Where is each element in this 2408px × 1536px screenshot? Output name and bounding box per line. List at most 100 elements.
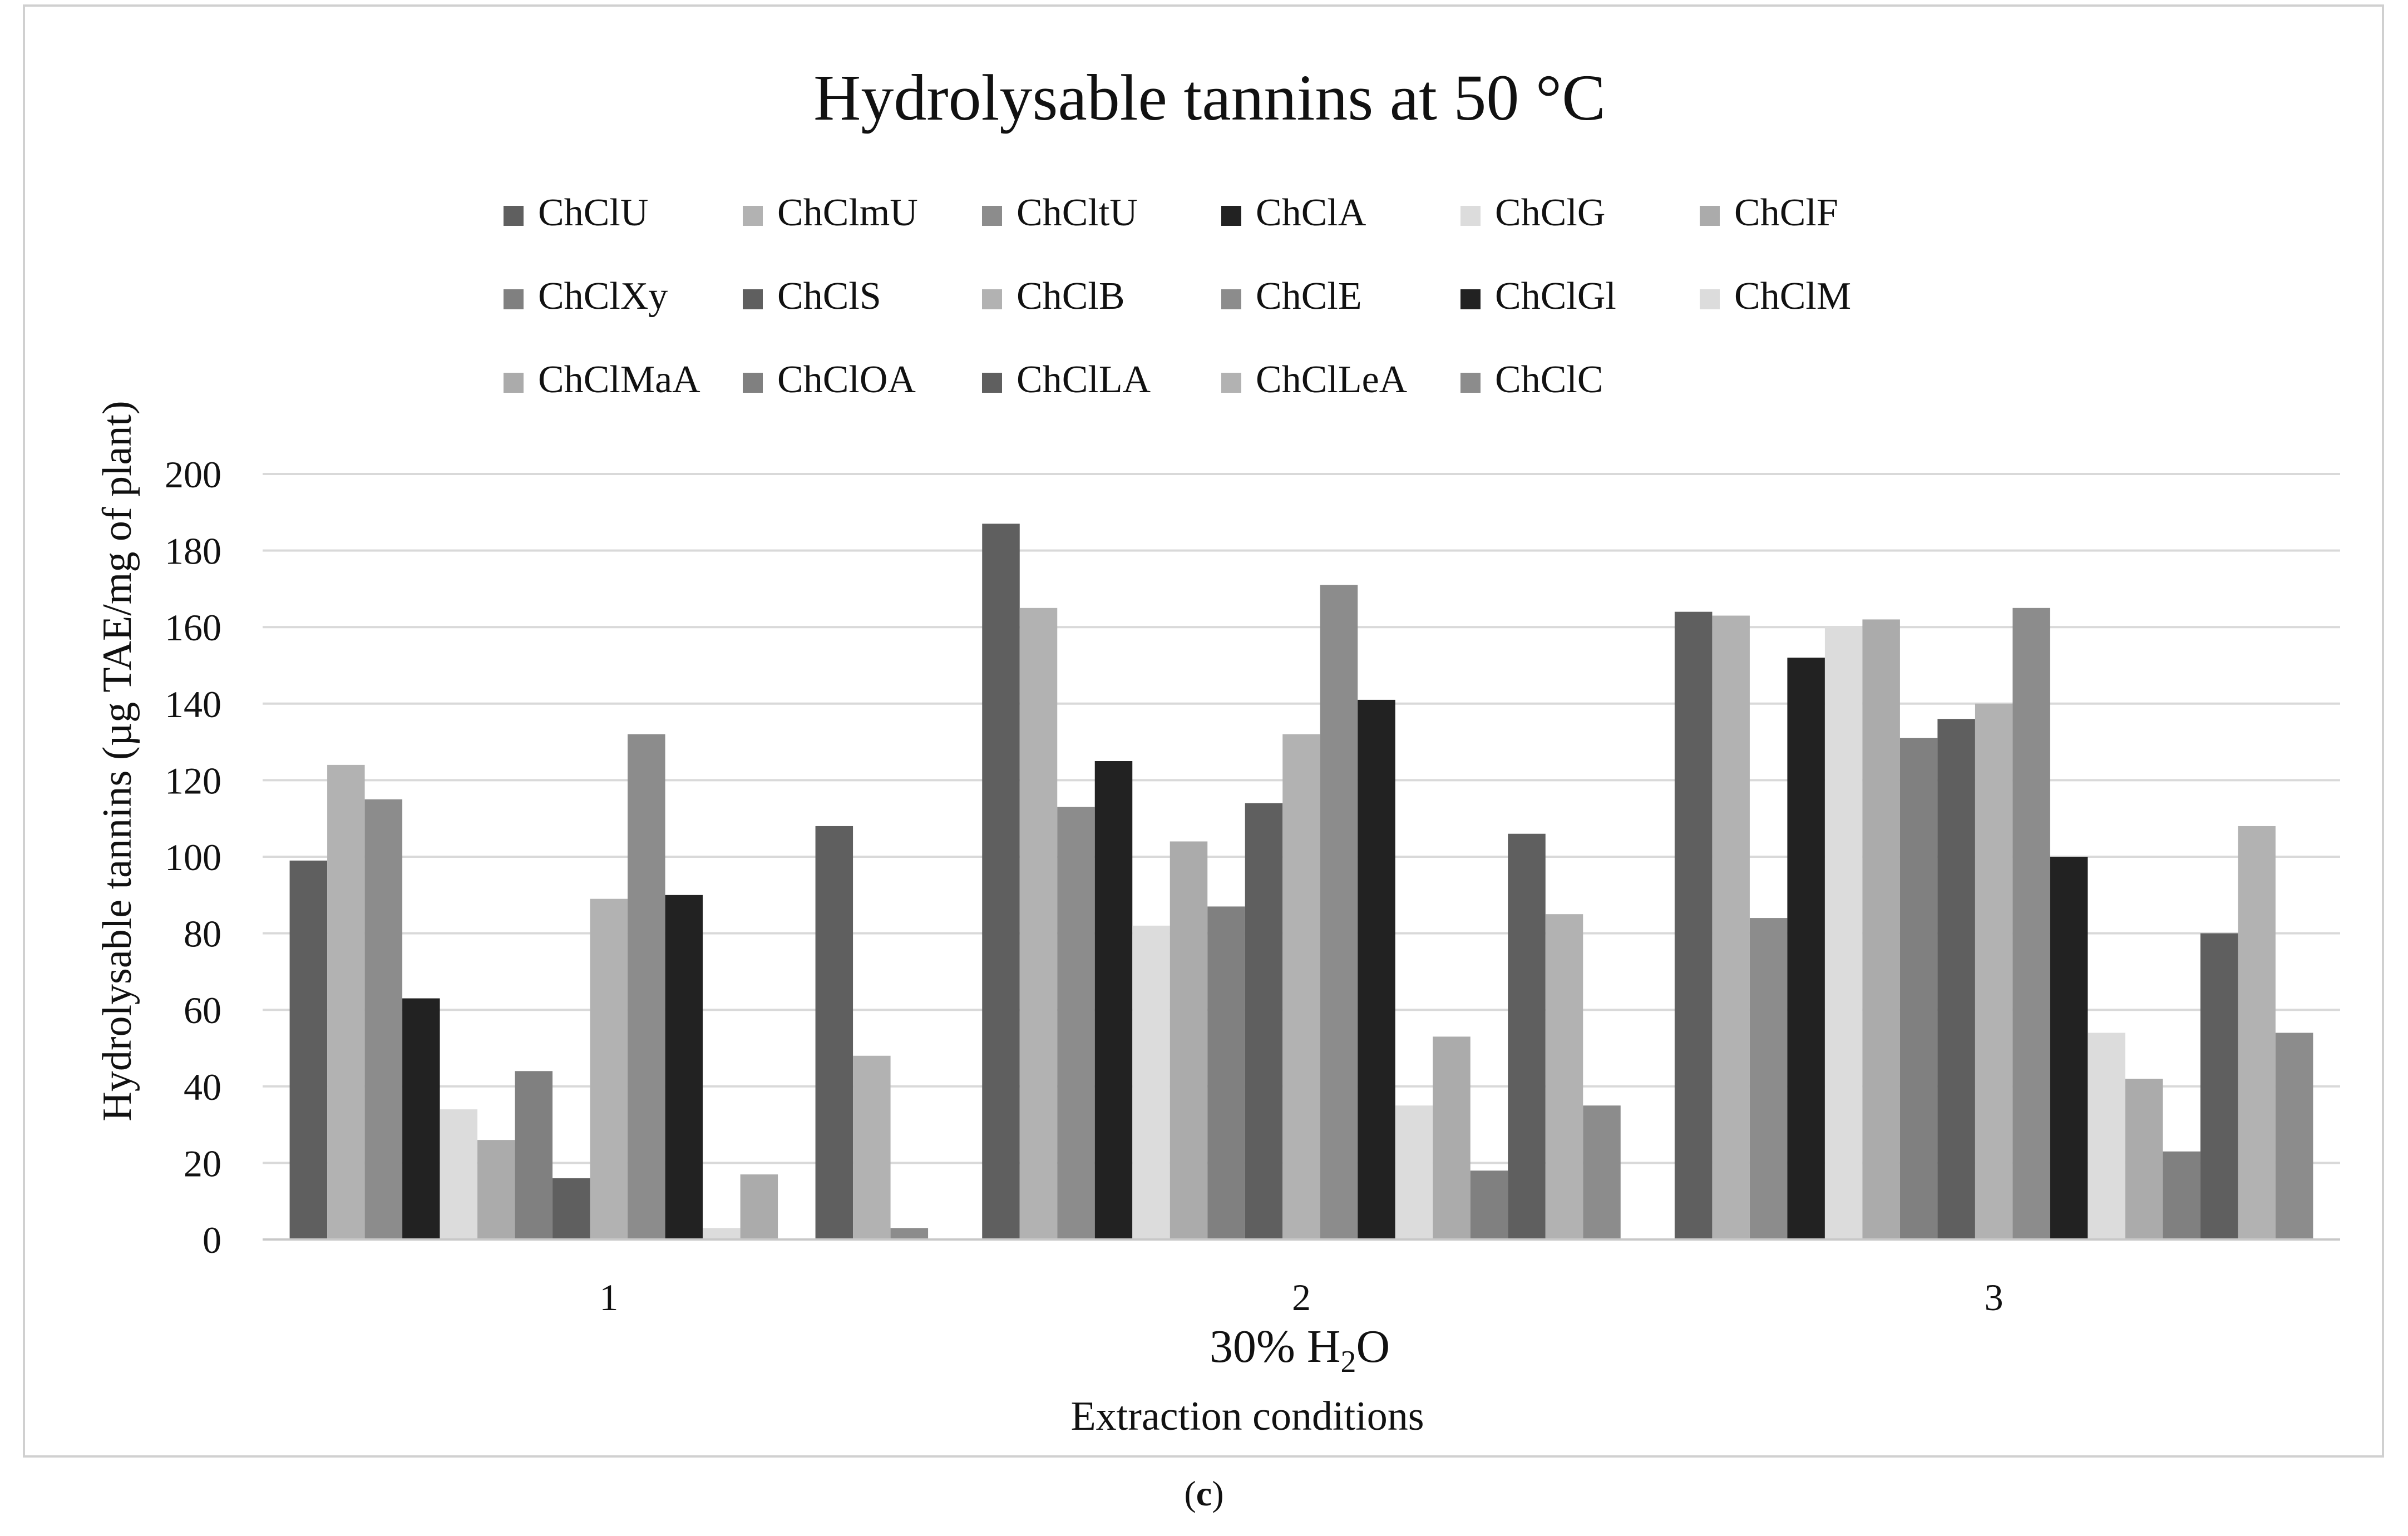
bar	[1358, 699, 1395, 1239]
legend-label: ChCltU	[1017, 191, 1138, 234]
y-tick-label: 60	[184, 989, 221, 1031]
bar	[815, 826, 853, 1239]
bar	[1245, 803, 1283, 1239]
y-tick-label: 40	[184, 1066, 221, 1108]
legend-swatch	[982, 289, 1002, 309]
y-tick-label: 140	[165, 683, 221, 725]
bar	[1937, 719, 1975, 1239]
bar	[1433, 1036, 1471, 1239]
legend-label: ChClLeA	[1256, 358, 1408, 401]
bar	[1712, 615, 1750, 1239]
x-tick-label: 3	[1985, 1276, 2004, 1318]
bar	[327, 764, 365, 1239]
legend-swatch	[1221, 373, 1241, 393]
bar	[1282, 734, 1320, 1239]
bar	[1899, 738, 1938, 1239]
bar	[1862, 619, 1900, 1239]
legend-swatch	[1460, 373, 1481, 393]
x-tick-label: 2	[1292, 1276, 1311, 1318]
bar	[1395, 1105, 1433, 1239]
bar	[440, 1109, 478, 1239]
legend-label: ChClLA	[1017, 358, 1151, 401]
bar	[1470, 1170, 1508, 1239]
y-axis-ticks: 0 20 40 60 80 100 120 140 160 180 200	[165, 453, 221, 1261]
bar	[364, 799, 403, 1239]
x-axis-label: Extraction conditions	[1070, 1394, 1424, 1439]
y-tick-label: 20	[184, 1142, 221, 1184]
bar	[515, 1071, 553, 1239]
legend-label: ChClG	[1495, 191, 1605, 234]
y-tick-label: 100	[165, 836, 221, 878]
bar	[1674, 611, 1713, 1239]
legend-label: ChClA	[1256, 191, 1366, 234]
legend-swatch	[504, 373, 524, 393]
panel-label: (c)	[1184, 1474, 1224, 1513]
legend-swatch	[504, 206, 524, 226]
legend-label: ChClS	[777, 275, 881, 318]
legend-swatch	[982, 373, 1002, 393]
x-axis-condition-prefix: 30% H	[1210, 1321, 1341, 1372]
legend-label: ChClOA	[777, 358, 916, 401]
bars	[289, 523, 2313, 1240]
legend-swatch	[1700, 206, 1720, 226]
bar	[1094, 761, 1133, 1239]
legend-label: ChClF	[1734, 191, 1838, 234]
y-tick-label: 180	[165, 530, 221, 572]
bar	[1132, 925, 1170, 1239]
x-axis-condition-suffix: O	[1356, 1321, 1390, 1372]
bar	[1320, 585, 1358, 1239]
legend-swatch	[743, 206, 763, 226]
bar	[665, 895, 703, 1239]
bar	[402, 998, 440, 1239]
legend-label: ChClmU	[777, 191, 918, 234]
legend-label: ChClXy	[538, 275, 668, 318]
panel-label-letter: c	[1196, 1474, 1212, 1513]
chart-frame	[23, 4, 2384, 1458]
bar	[2125, 1079, 2163, 1239]
y-tick-label: 200	[165, 453, 221, 496]
bar	[628, 734, 665, 1239]
legend-swatch	[743, 289, 763, 309]
bar	[740, 1174, 778, 1239]
bar	[1975, 703, 2013, 1239]
bar	[289, 860, 328, 1239]
legend-swatch	[982, 206, 1002, 226]
bar	[2012, 608, 2050, 1239]
y-tick-label: 0	[203, 1219, 221, 1261]
legend-swatch	[504, 289, 524, 309]
legend-swatch	[1460, 206, 1481, 226]
legend-label: ChClMaA	[538, 358, 700, 401]
y-tick-label: 80	[184, 913, 221, 955]
legend-label: ChClGl	[1495, 275, 1616, 318]
bar	[890, 1228, 929, 1239]
bar	[1824, 627, 1863, 1239]
bar	[2238, 826, 2276, 1239]
legend-label: ChClU	[538, 191, 648, 234]
legend: ChClU ChClmU ChCltU ChClA ChClG ChClF ChClXy Ch…	[504, 191, 1851, 401]
legend-swatch	[743, 373, 763, 393]
bar	[1057, 807, 1095, 1239]
y-tick-label: 120	[165, 759, 221, 802]
bar	[2275, 1033, 2313, 1239]
bar	[1787, 658, 1825, 1239]
bar	[1207, 906, 1245, 1239]
legend-label: ChClE	[1256, 275, 1362, 318]
bar	[703, 1228, 741, 1239]
bar	[552, 1178, 590, 1239]
legend-label: ChClB	[1017, 275, 1125, 318]
x-axis-condition-subscript: 2	[1340, 1345, 1356, 1379]
bar	[590, 898, 628, 1239]
legend-swatch	[1221, 206, 1241, 226]
chart-title: Hydrolysable tannins at 50 °C	[813, 61, 1606, 134]
x-axis-ticks: 1 2 3	[599, 1276, 2003, 1318]
y-axis-label: Hydrolysable tannins (µg TAE/mg of plant…	[95, 401, 140, 1121]
bar	[2163, 1151, 2200, 1239]
bar	[1545, 914, 1583, 1239]
bar	[1508, 833, 1546, 1239]
bar	[1749, 918, 1788, 1239]
bar	[1170, 841, 1208, 1239]
legend-label: ChClM	[1734, 275, 1851, 318]
bar	[2050, 857, 2088, 1239]
bar	[982, 523, 1020, 1240]
